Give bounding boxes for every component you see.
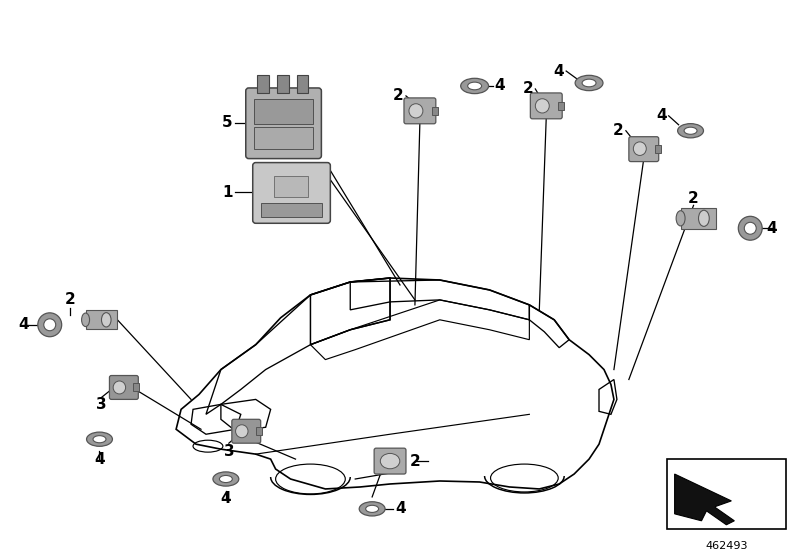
Bar — [558, 102, 564, 110]
Text: 4: 4 — [554, 63, 564, 78]
FancyBboxPatch shape — [246, 88, 322, 158]
Bar — [432, 107, 438, 115]
Bar — [654, 144, 661, 153]
Text: 2: 2 — [410, 454, 421, 469]
FancyBboxPatch shape — [530, 93, 562, 119]
Bar — [254, 127, 314, 148]
Ellipse shape — [82, 313, 90, 326]
Ellipse shape — [676, 211, 685, 226]
Text: 4: 4 — [94, 451, 105, 466]
Bar — [681, 208, 717, 229]
FancyBboxPatch shape — [629, 137, 658, 162]
Ellipse shape — [219, 475, 232, 483]
Bar — [86, 310, 118, 329]
FancyBboxPatch shape — [374, 448, 406, 474]
Ellipse shape — [535, 99, 550, 113]
Bar — [666, 459, 786, 529]
Bar — [134, 384, 139, 391]
Ellipse shape — [468, 82, 482, 90]
Text: 4: 4 — [221, 492, 231, 506]
Text: 2: 2 — [688, 191, 699, 206]
Polygon shape — [674, 474, 734, 525]
FancyBboxPatch shape — [232, 419, 261, 443]
Circle shape — [744, 222, 756, 234]
Bar — [274, 175, 309, 198]
Text: 5: 5 — [222, 115, 233, 130]
Circle shape — [44, 319, 56, 331]
Text: 2: 2 — [64, 292, 75, 307]
Text: 2: 2 — [613, 123, 624, 138]
Bar — [254, 99, 314, 124]
Text: 3: 3 — [96, 397, 107, 412]
Text: 4: 4 — [18, 318, 29, 332]
Text: 4: 4 — [494, 78, 505, 94]
Text: 4: 4 — [656, 108, 666, 123]
Ellipse shape — [461, 78, 489, 94]
Bar — [256, 427, 262, 435]
Ellipse shape — [102, 312, 111, 327]
Ellipse shape — [366, 505, 378, 512]
Text: 3: 3 — [223, 444, 234, 459]
Ellipse shape — [698, 210, 710, 226]
Ellipse shape — [213, 472, 239, 486]
Ellipse shape — [359, 502, 385, 516]
Ellipse shape — [684, 127, 697, 134]
Ellipse shape — [575, 76, 603, 91]
Ellipse shape — [582, 79, 596, 87]
Bar — [261, 203, 322, 217]
Ellipse shape — [93, 436, 106, 443]
FancyBboxPatch shape — [404, 98, 436, 124]
Ellipse shape — [409, 104, 423, 118]
Text: 4: 4 — [395, 501, 406, 516]
Ellipse shape — [380, 454, 400, 469]
FancyBboxPatch shape — [253, 162, 330, 223]
Text: 2: 2 — [522, 81, 534, 96]
Ellipse shape — [86, 432, 113, 446]
Text: 1: 1 — [222, 185, 233, 200]
Ellipse shape — [235, 425, 248, 438]
Bar — [257, 75, 269, 93]
Text: 2: 2 — [394, 88, 404, 104]
Bar — [277, 75, 289, 93]
Ellipse shape — [634, 142, 646, 156]
Circle shape — [738, 216, 762, 240]
Text: 4: 4 — [766, 221, 777, 236]
Circle shape — [38, 313, 62, 337]
Text: 462493: 462493 — [705, 541, 748, 550]
FancyBboxPatch shape — [110, 376, 138, 399]
Bar — [297, 75, 309, 93]
Ellipse shape — [113, 381, 126, 394]
Ellipse shape — [678, 124, 703, 138]
